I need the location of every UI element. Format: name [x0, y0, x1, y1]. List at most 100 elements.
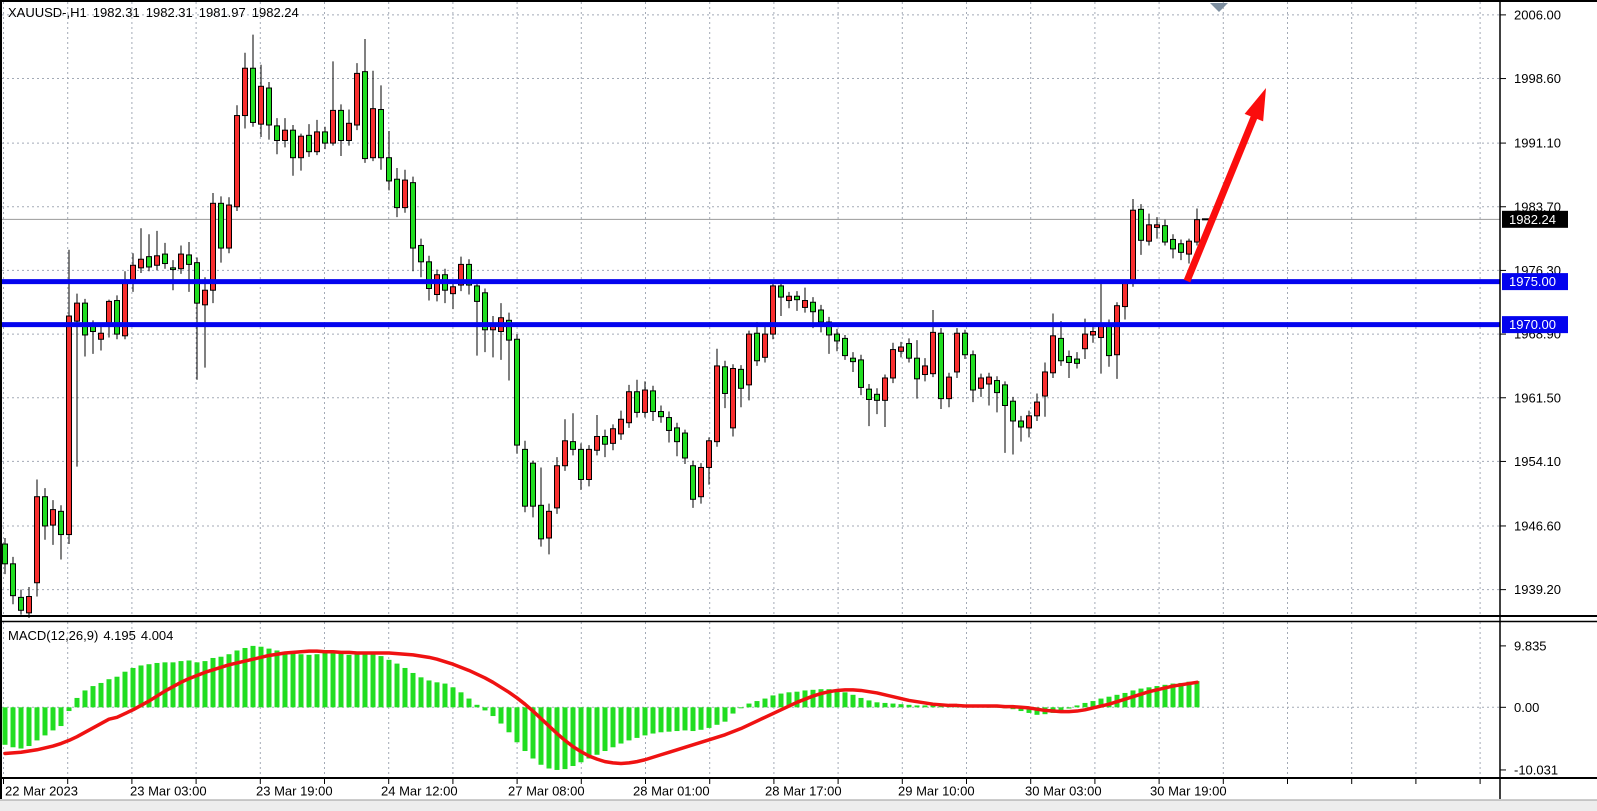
candle [658, 405, 664, 423]
time-tick-label: 23 Mar 19:00 [256, 784, 333, 799]
candle [1186, 238, 1192, 264]
candle [762, 322, 768, 363]
macd-bar [690, 707, 696, 732]
macd-bar [258, 646, 264, 708]
macd-bar [130, 667, 136, 708]
candle [194, 257, 200, 380]
macd-bar [50, 707, 56, 731]
price-tick-label: 1939.20 [1514, 582, 1561, 597]
time-tick-label: 29 Mar 10:00 [898, 784, 975, 799]
macd-bar [2, 707, 8, 745]
candle [802, 287, 808, 313]
macd-bar [810, 689, 816, 708]
candle [218, 196, 224, 263]
trend-arrow[interactable] [1183, 88, 1266, 283]
macd-bar [402, 667, 408, 708]
candle [66, 249, 72, 545]
candle [690, 460, 696, 508]
candle [10, 556, 16, 605]
macd-bar [314, 654, 320, 708]
macd-bar [226, 654, 232, 708]
candle [954, 328, 960, 378]
candle [290, 125, 296, 176]
candle [554, 457, 560, 514]
candle [1162, 219, 1168, 246]
macd-bar [250, 645, 256, 708]
macd-bar [1138, 688, 1144, 708]
macd-bar [1074, 705, 1080, 708]
macd-bar [602, 707, 608, 752]
macd-bar [762, 698, 768, 708]
macd-bar [594, 707, 600, 755]
macd-bar [1098, 698, 1104, 708]
macd-bar [834, 689, 840, 708]
macd-bar [570, 707, 576, 767]
macd-bar [74, 697, 80, 708]
price-scale[interactable]: 2006.001998.601991.101983.701976.301968.… [1500, 7, 1568, 777]
macd-bar [514, 707, 520, 743]
chart-shift-marker-icon[interactable] [1210, 3, 1228, 12]
candle [514, 334, 520, 454]
candle [698, 463, 704, 504]
macd-bar [370, 653, 376, 708]
macd-bar [938, 706, 944, 708]
macd-bar [818, 689, 824, 708]
macd-bar [666, 707, 672, 732]
candle [250, 34, 256, 127]
candle [186, 242, 192, 292]
macd-bar [682, 707, 688, 731]
macd-bar [1178, 682, 1184, 708]
candle [930, 310, 936, 378]
macd-tick-label: -10.031 [1514, 762, 1558, 777]
candle [1034, 393, 1040, 421]
candle [266, 81, 272, 140]
candle [394, 168, 400, 218]
candle [602, 429, 608, 458]
macd-bar [738, 707, 744, 709]
candle [498, 303, 504, 360]
macd-bar [458, 692, 464, 708]
macd-bar [18, 707, 24, 749]
candle [466, 259, 472, 295]
macd-bar [474, 704, 480, 708]
macd-bar [66, 707, 72, 712]
candle [546, 503, 552, 555]
candle [410, 176, 416, 272]
time-tick-label: 22 Mar 2023 [5, 784, 78, 799]
macd-bar [546, 707, 552, 769]
macd-bar [98, 682, 104, 708]
macd-bar [306, 654, 312, 708]
candle [738, 365, 744, 408]
candle [834, 328, 840, 352]
candle [794, 291, 800, 311]
time-tick-label: 27 Mar 08:00 [508, 784, 585, 799]
macd-bar [146, 664, 152, 708]
macd-bar [538, 707, 544, 765]
macd-bar [1106, 696, 1112, 708]
macd-bar [626, 707, 632, 741]
price-tick-label: 1954.10 [1514, 454, 1561, 469]
macd-bar [1154, 686, 1160, 708]
macd-bar [642, 707, 648, 736]
time-scale[interactable]: 22 Mar 2023 23 Mar 03:00 23 Mar 19:00 24 Ma… [3, 778, 1481, 799]
macd-bar [34, 707, 40, 741]
macd-bar [1194, 681, 1200, 708]
candle [2, 538, 8, 575]
candle [450, 281, 456, 310]
macd-bar [586, 707, 592, 759]
candle [434, 269, 440, 302]
macd-bar [114, 676, 120, 708]
candle [898, 341, 904, 358]
candle [1042, 362, 1048, 417]
candle [1018, 415, 1024, 442]
candle [154, 230, 160, 271]
candle [146, 234, 152, 272]
macd-bar [1146, 687, 1152, 708]
macd-bar [330, 651, 336, 708]
macd-bar [618, 707, 624, 744]
grid-lines [2, 2, 1500, 777]
candle [1138, 204, 1144, 255]
candle [610, 424, 616, 451]
macd-bar [218, 656, 224, 708]
